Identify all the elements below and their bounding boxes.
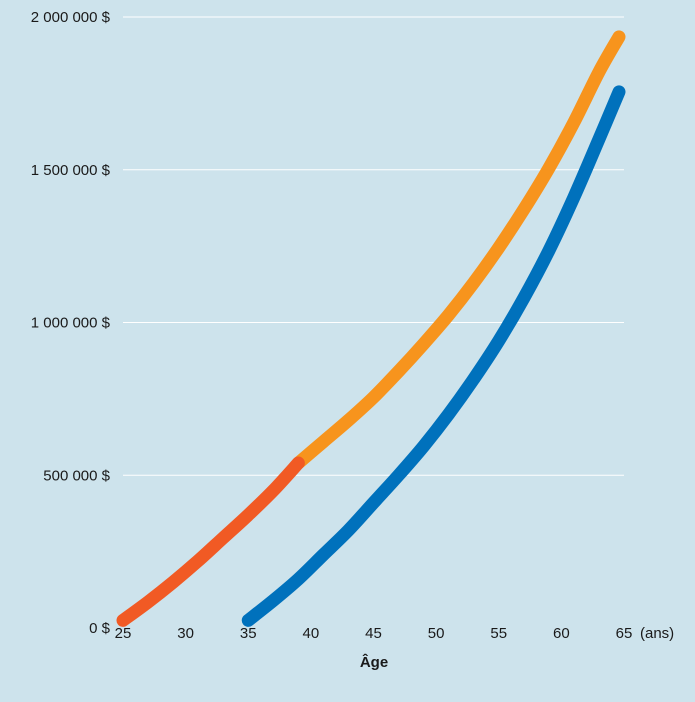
x-axis-unit-label: (ans) bbox=[640, 625, 674, 642]
y-axis-ticks: 0 $ 500 000 $ 1 000 000 $ 1 500 000 $ 2 000 … bbox=[31, 9, 111, 637]
x-tick-label: 30 bbox=[177, 625, 194, 642]
x-tick-label: 35 bbox=[240, 625, 257, 642]
series-line bbox=[291, 30, 626, 470]
x-axis-title: Âge bbox=[360, 653, 388, 671]
x-tick-label: 45 bbox=[365, 625, 382, 642]
y-tick-label: 1 000 000 $ bbox=[31, 315, 111, 332]
x-tick-label: 60 bbox=[553, 625, 570, 642]
series-line bbox=[241, 85, 626, 627]
y-tick-label: 2 000 000 $ bbox=[31, 9, 111, 26]
series-line bbox=[116, 456, 305, 627]
x-tick-label: 55 bbox=[490, 625, 507, 642]
x-tick-label: 40 bbox=[303, 625, 320, 642]
x-tick-label: 65 bbox=[616, 625, 633, 642]
gridlines bbox=[123, 16, 624, 476]
x-axis-ticks: 25 30 35 40 45 50 55 60 65 bbox=[115, 625, 633, 642]
y-tick-label: 1 500 000 $ bbox=[31, 162, 111, 179]
x-tick-label: 50 bbox=[428, 625, 445, 642]
y-tick-label: 0 $ bbox=[89, 620, 111, 637]
series-lines bbox=[116, 30, 626, 627]
x-tick-label: 25 bbox=[115, 625, 132, 642]
y-tick-label: 500 000 $ bbox=[43, 467, 110, 484]
